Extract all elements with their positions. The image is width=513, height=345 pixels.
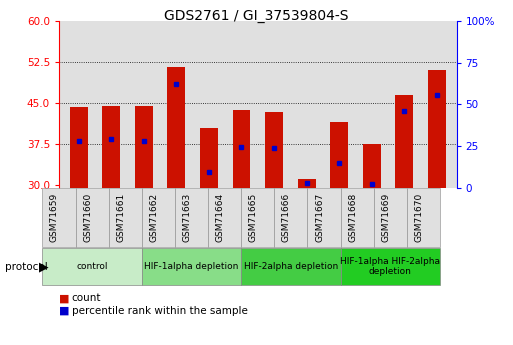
Bar [265, 112, 283, 188]
Text: GSM71668: GSM71668 [348, 193, 357, 242]
Text: control: control [76, 262, 108, 271]
Text: GSM71661: GSM71661 [116, 193, 125, 242]
Text: ■: ■ [59, 294, 69, 303]
Text: HIF-1alpha HIF-2alpha
depletion: HIF-1alpha HIF-2alpha depletion [340, 257, 440, 276]
Bar [396, 95, 413, 188]
Text: GSM71662: GSM71662 [149, 193, 159, 242]
Bar [330, 122, 348, 188]
Bar [428, 70, 446, 188]
Text: GSM71667: GSM71667 [315, 193, 324, 242]
Bar [102, 106, 120, 188]
Text: HIF-1alpha depletion: HIF-1alpha depletion [144, 262, 239, 271]
Bar [298, 179, 315, 188]
Text: GSM71666: GSM71666 [282, 193, 291, 242]
Bar [70, 107, 88, 188]
Text: GDS2761 / GI_37539804-S: GDS2761 / GI_37539804-S [164, 9, 349, 23]
Bar [232, 110, 250, 188]
Text: GSM71664: GSM71664 [215, 193, 225, 242]
Text: count: count [72, 294, 102, 303]
Bar [200, 128, 218, 188]
Text: GSM71670: GSM71670 [415, 193, 423, 242]
Text: GSM71660: GSM71660 [83, 193, 92, 242]
Text: GSM71669: GSM71669 [381, 193, 390, 242]
Text: protocol: protocol [5, 262, 48, 272]
Text: percentile rank within the sample: percentile rank within the sample [72, 306, 248, 315]
Text: HIF-2alpha depletion: HIF-2alpha depletion [244, 262, 338, 271]
Bar [363, 144, 381, 188]
Text: GSM71659: GSM71659 [50, 193, 59, 242]
Text: GSM71665: GSM71665 [249, 193, 258, 242]
Bar [167, 67, 185, 188]
Text: ■: ■ [59, 306, 69, 315]
Text: ▶: ▶ [39, 260, 48, 273]
Text: GSM71663: GSM71663 [183, 193, 191, 242]
Bar [135, 106, 153, 188]
